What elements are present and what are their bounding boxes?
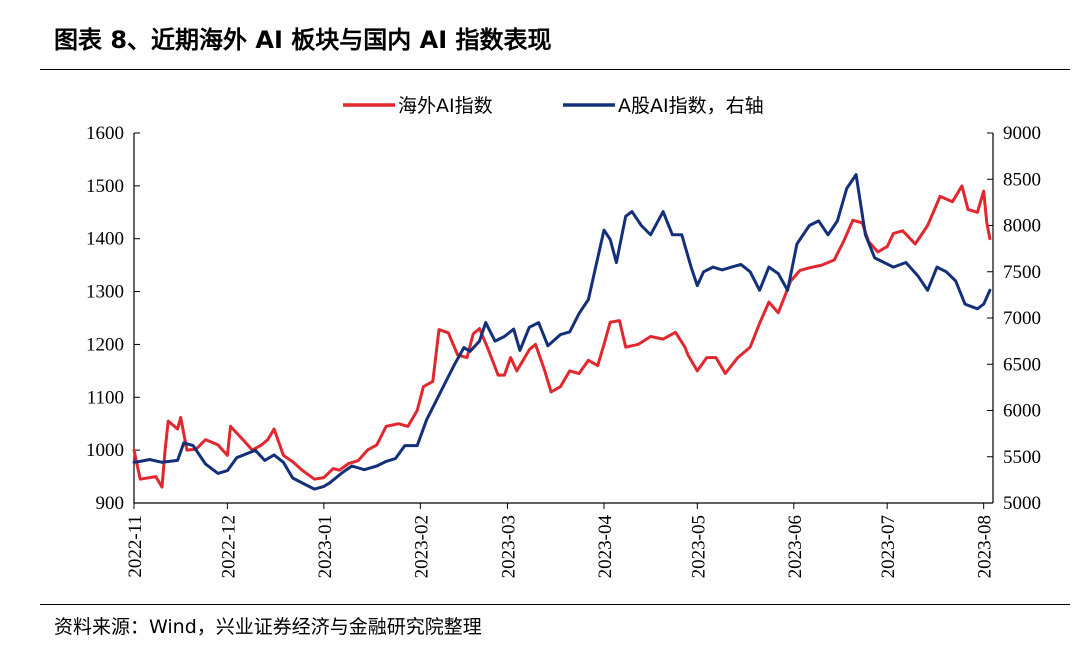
x-tick-label: 2022-12 xyxy=(218,515,239,578)
y-left-tick-label: 1100 xyxy=(87,387,124,408)
y-right-tick-label: 5500 xyxy=(1003,447,1041,468)
footer-divider xyxy=(40,604,1070,605)
y-right-tick-label: 9000 xyxy=(1003,123,1041,144)
x-tick-label: 2023-06 xyxy=(785,515,806,578)
legend: 海外AI指数 A股AI指数，右轴 xyxy=(343,95,764,117)
axes: 900 1000 1100 1200 1300 1400 1500 1600 5000 5500 6… xyxy=(86,123,1041,578)
y-left-tick-label: 1600 xyxy=(86,123,124,144)
x-tick-label: 2023-01 xyxy=(315,515,336,578)
line-chart: 海外AI指数 A股AI指数，右轴 900 1000 1100 1200 1300 1400 1… xyxy=(86,95,1041,578)
y-right-tick-label: 8500 xyxy=(1003,169,1041,190)
x-tick-label: 2022-11 xyxy=(125,515,146,578)
y-right-tick-label: 6000 xyxy=(1003,401,1041,422)
legend-label-2: A股AI指数，右轴 xyxy=(618,95,764,117)
series-layer xyxy=(132,173,992,491)
y-left-tick-label: 1300 xyxy=(86,282,124,303)
y-right-tick-label: 8000 xyxy=(1003,216,1041,237)
y-right-tick-label: 7500 xyxy=(1003,262,1041,283)
title-divider xyxy=(40,69,1070,70)
x-tick-label: 2023-02 xyxy=(411,515,432,578)
y-left-tick-label: 1200 xyxy=(86,334,124,355)
y-left-tick-label: 1500 xyxy=(86,176,124,197)
y-left-tick-label: 1000 xyxy=(86,440,124,461)
series-line-2 xyxy=(132,173,992,491)
x-tick-label: 2023-08 xyxy=(975,515,996,578)
y-left-tick-label: 900 xyxy=(96,493,125,514)
chart-title: 图表 8、近期海外 AI 板块与国内 AI 指数表现 xyxy=(54,26,552,54)
x-tick-label: 2023-07 xyxy=(878,515,899,578)
y-right-tick-label: 5000 xyxy=(1003,493,1041,514)
x-tick-label: 2023-05 xyxy=(688,515,709,578)
y-right-tick-label: 6500 xyxy=(1003,354,1041,375)
legend-label-1: 海外AI指数 xyxy=(398,95,493,117)
source-note: 资料来源：Wind，兴业证券经济与金融研究院整理 xyxy=(54,616,482,638)
x-tick-label: 2023-03 xyxy=(498,515,519,578)
y-left-tick-label: 1400 xyxy=(86,229,124,250)
series-line-1 xyxy=(132,184,992,489)
y-right-tick-label: 7000 xyxy=(1003,308,1041,329)
x-tick-label: 2023-04 xyxy=(595,515,616,579)
